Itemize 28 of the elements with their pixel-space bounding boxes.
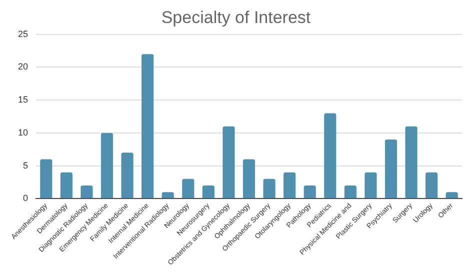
bar (60, 172, 72, 198)
bar (182, 178, 194, 198)
bar (202, 185, 214, 198)
bar (242, 159, 256, 198)
bar (384, 140, 398, 198)
bar (405, 126, 418, 198)
bar (121, 152, 134, 198)
y-tick-label: 15 (18, 94, 28, 105)
bar (284, 172, 296, 198)
bar (40, 159, 52, 198)
bar (222, 126, 235, 198)
y-tick-label: 5 (22, 160, 28, 170)
bar (364, 172, 377, 198)
y-tick-label: 20 (18, 62, 28, 72)
bar (162, 192, 174, 198)
bar (344, 185, 356, 198)
bar (304, 185, 316, 198)
bar (80, 185, 93, 198)
y-tick-label: 25 (18, 28, 28, 39)
bar (263, 178, 276, 198)
bar (324, 113, 336, 198)
y-tick-label: 0 (22, 193, 28, 204)
chart-title: Specialty of Interest (161, 8, 311, 27)
bar (426, 172, 438, 198)
bar (446, 192, 458, 198)
bar (142, 54, 154, 198)
y-tick-label: 10 (18, 127, 28, 138)
bar (100, 132, 114, 198)
